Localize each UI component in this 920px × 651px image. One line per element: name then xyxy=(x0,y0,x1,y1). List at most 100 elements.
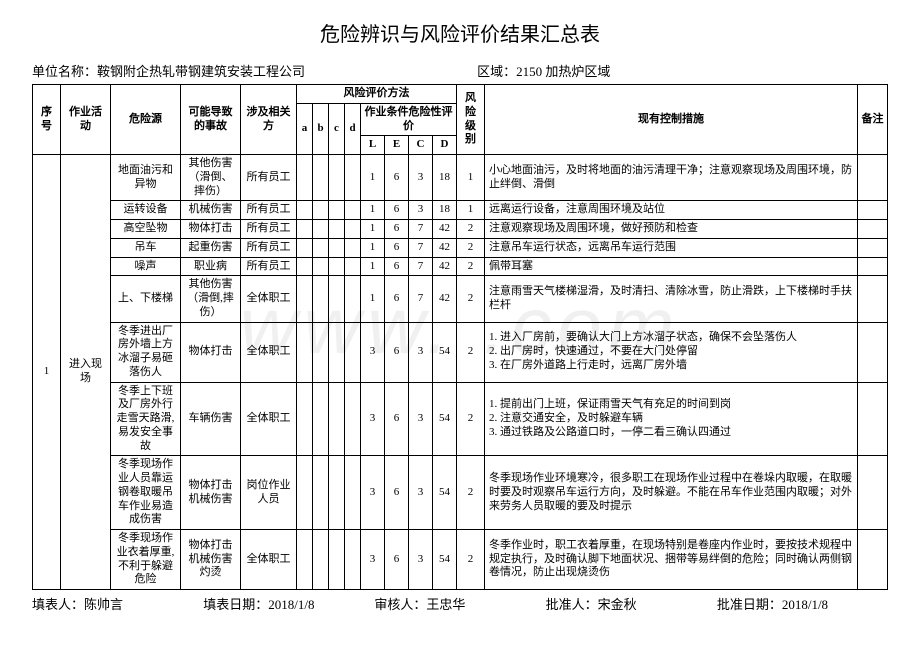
cell-note xyxy=(858,220,888,239)
cell-accident: 物体打击机械伤害 xyxy=(181,456,241,530)
cell-ctrl: 注意观察现场及周围环境，做好预防和检查 xyxy=(485,220,858,239)
cell-D: 54 xyxy=(433,456,457,530)
cell-C: 7 xyxy=(409,238,433,257)
th-source: 危险源 xyxy=(111,85,181,155)
cell-D: 42 xyxy=(433,257,457,276)
cell-a xyxy=(297,382,313,456)
cell-C: 3 xyxy=(409,322,433,382)
th-E: E xyxy=(385,136,409,155)
cell-ctrl: 1. 提前出门上班，保证雨雪天气有充足的时间到岗2. 注意交通安全，及时躲避车辆… xyxy=(485,382,858,456)
cell-lvl: 2 xyxy=(457,382,485,456)
cell-accident: 起重伤害 xyxy=(181,238,241,257)
cell-b xyxy=(313,322,329,382)
cell-lvl: 2 xyxy=(457,238,485,257)
cell-accident: 物体打击机械伤害灼烫 xyxy=(181,530,241,590)
cell-b xyxy=(313,155,329,201)
th-party: 涉及相关方 xyxy=(241,85,297,155)
cell-party: 岗位作业人员 xyxy=(241,456,297,530)
cell-c xyxy=(329,456,345,530)
table-row: 吊车起重伤害所有员工167422注意吊车运行状态，远离吊车运行范围 xyxy=(33,238,888,257)
cell-b xyxy=(313,238,329,257)
cell-party: 全体职工 xyxy=(241,382,297,456)
approver-label: 批准人： xyxy=(546,597,598,612)
table-row: 冬季现场作业人员靠运钢卷取暖吊车作业易造成伤害物体打击机械伤害岗位作业人员363… xyxy=(33,456,888,530)
unit-value: 鞍钢附企热轧带钢建筑安装工程公司 xyxy=(97,64,305,79)
cell-lvl: 2 xyxy=(457,322,485,382)
cell-a xyxy=(297,155,313,201)
cell-note xyxy=(858,238,888,257)
th-d: d xyxy=(345,103,361,154)
th-L: L xyxy=(361,136,385,155)
cell-source: 冬季进出厂房外墙上方冰溜子易砸落伤人 xyxy=(111,322,181,382)
cell-E: 6 xyxy=(385,220,409,239)
cell-a xyxy=(297,276,313,322)
cell-party: 全体职工 xyxy=(241,276,297,322)
cell-a xyxy=(297,257,313,276)
cell-C: 7 xyxy=(409,257,433,276)
fill-date-label: 填表日期： xyxy=(203,597,268,612)
approve-date-field: 批准日期：2018/1/8 xyxy=(717,594,888,613)
cell-ctrl: 远离运行设备，注意周围环境及站位 xyxy=(485,201,858,220)
cell-a xyxy=(297,220,313,239)
th-cond: 作业条件危险性评价 xyxy=(361,103,457,136)
th-seq: 序号 xyxy=(33,85,61,155)
cell-E: 6 xyxy=(385,276,409,322)
cell-L: 3 xyxy=(361,530,385,590)
fill-date-field: 填表日期：2018/1/8 xyxy=(203,594,374,613)
cell-lvl: 1 xyxy=(457,155,485,201)
cell-b xyxy=(313,276,329,322)
cell-b xyxy=(313,382,329,456)
cell-L: 3 xyxy=(361,382,385,456)
cell-party: 所有员工 xyxy=(241,257,297,276)
cell-accident: 其他伤害（滑倒,摔伤） xyxy=(181,276,241,322)
cell-party: 所有员工 xyxy=(241,155,297,201)
cell-C: 7 xyxy=(409,276,433,322)
cell-accident: 职业病 xyxy=(181,257,241,276)
cell-lvl: 1 xyxy=(457,201,485,220)
th-method: 风险评价方法 xyxy=(297,85,457,104)
th-C: C xyxy=(409,136,433,155)
table-row: 冬季上下班及厂房外行走雪天路滑,易发安全事故车辆伤害全体职工3635421. 提… xyxy=(33,382,888,456)
filler-label: 填表人： xyxy=(32,597,84,612)
cell-D: 42 xyxy=(433,276,457,322)
unit-label: 单位名称： xyxy=(32,64,97,79)
cell-note xyxy=(858,322,888,382)
cell-activity: 进入现场 xyxy=(61,155,111,590)
cell-D: 18 xyxy=(433,201,457,220)
cell-b xyxy=(313,456,329,530)
table-row: 1进入现场地面油污和异物其他伤害（滑倒、摔伤）所有员工163181小心地面油污，… xyxy=(33,155,888,201)
cell-source: 噪声 xyxy=(111,257,181,276)
cell-c xyxy=(329,382,345,456)
cell-accident: 物体打击 xyxy=(181,322,241,382)
cell-c xyxy=(329,530,345,590)
cell-C: 7 xyxy=(409,220,433,239)
reviewer-value: 王忠华 xyxy=(426,597,465,612)
risk-table: 序号 作业活动 危险源 可能导致的事故 涉及相关方 风险评价方法 风险级别 现有… xyxy=(32,84,888,590)
cell-D: 18 xyxy=(433,155,457,201)
cell-lvl: 2 xyxy=(457,276,485,322)
cell-source: 冬季现场作业衣着厚重,不利于躲避危险 xyxy=(111,530,181,590)
th-a: a xyxy=(297,103,313,154)
cell-ctrl: 小心地面油污，及时将地面的油污清理干净；注意观察现场及周围环境，防止绊倒、滑倒 xyxy=(485,155,858,201)
cell-lvl: 2 xyxy=(457,456,485,530)
cell-ctrl: 1. 进入厂房前，要确认大门上方冰溜子状态，确保不会坠落伤人2. 出厂房时，快速… xyxy=(485,322,858,382)
cell-c xyxy=(329,322,345,382)
cell-ctrl: 冬季作业时，职工衣着厚重，在现场特别是卷座内作业时，要按技术规程中规定执行，及时… xyxy=(485,530,858,590)
area-value: 2150 加热炉区域 xyxy=(516,64,610,79)
cell-d xyxy=(345,530,361,590)
cell-E: 6 xyxy=(385,238,409,257)
cell-note xyxy=(858,530,888,590)
cell-c xyxy=(329,155,345,201)
cell-b xyxy=(313,257,329,276)
cell-C: 3 xyxy=(409,456,433,530)
cell-a xyxy=(297,238,313,257)
cell-source: 地面油污和异物 xyxy=(111,155,181,201)
cell-d xyxy=(345,276,361,322)
table-row: 运转设备机械伤害所有员工163181远离运行设备，注意周围环境及站位 xyxy=(33,201,888,220)
page-title: 危险辨识与风险评价结果汇总表 xyxy=(32,18,888,47)
cell-C: 3 xyxy=(409,201,433,220)
fill-date-value: 2018/1/8 xyxy=(268,597,314,612)
th-D: D xyxy=(433,136,457,155)
reviewer-label: 审核人： xyxy=(374,597,426,612)
cell-L: 1 xyxy=(361,257,385,276)
